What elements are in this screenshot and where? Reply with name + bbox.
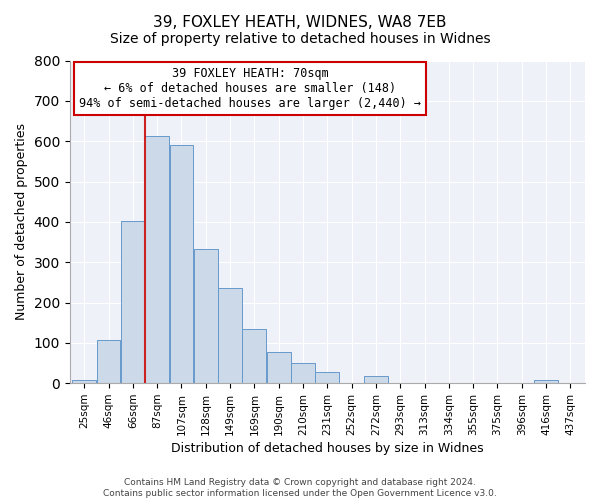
Bar	[267, 352, 290, 383]
Text: Contains HM Land Registry data © Crown copyright and database right 2024.
Contai: Contains HM Land Registry data © Crown c…	[103, 478, 497, 498]
Bar	[121, 220, 145, 383]
Text: 39 FOXLEY HEATH: 70sqm
← 6% of detached houses are smaller (148)
94% of semi-det: 39 FOXLEY HEATH: 70sqm ← 6% of detached …	[79, 67, 421, 110]
Bar	[242, 329, 266, 383]
Bar	[291, 363, 315, 383]
Bar	[73, 380, 96, 383]
Y-axis label: Number of detached properties: Number of detached properties	[15, 124, 28, 320]
Bar	[218, 288, 242, 383]
Bar	[364, 376, 388, 383]
Text: 39, FOXLEY HEATH, WIDNES, WA8 7EB: 39, FOXLEY HEATH, WIDNES, WA8 7EB	[153, 15, 447, 30]
Bar	[97, 340, 121, 383]
Bar	[170, 145, 193, 383]
Bar	[316, 372, 339, 383]
Bar	[145, 136, 169, 383]
Text: Size of property relative to detached houses in Widnes: Size of property relative to detached ho…	[110, 32, 490, 46]
Bar	[194, 249, 218, 383]
X-axis label: Distribution of detached houses by size in Widnes: Distribution of detached houses by size …	[171, 442, 484, 455]
Bar	[534, 380, 558, 383]
